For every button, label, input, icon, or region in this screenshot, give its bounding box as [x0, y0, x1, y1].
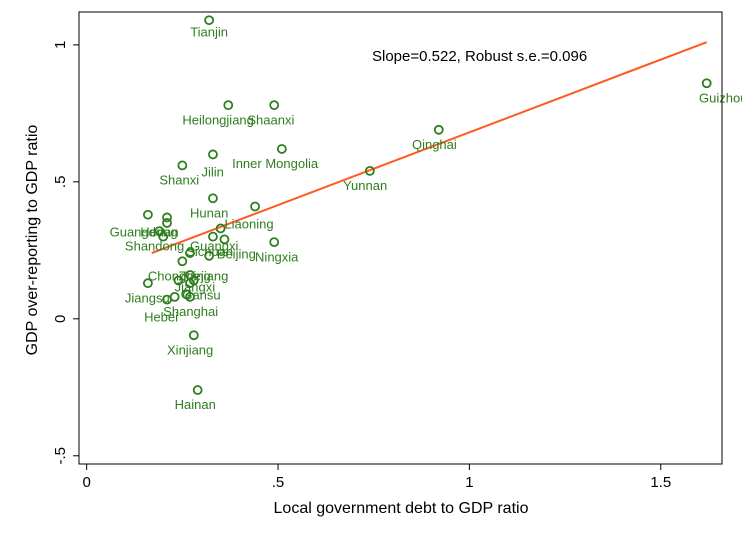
point-label: Liaoning: [224, 216, 273, 231]
point-label: Ningxia: [255, 249, 299, 264]
point-label: Guizhou: [699, 90, 742, 105]
point-label: Heilongjiang: [182, 112, 254, 127]
data-point: [276, 144, 287, 154]
y-tick-label: -.5: [52, 447, 69, 465]
x-tick-label: 1.5: [650, 474, 671, 491]
data-point: [162, 218, 172, 228]
point-label: Henan: [140, 225, 178, 240]
data-point: [208, 231, 218, 242]
data-point: [142, 278, 153, 289]
point-label: Yunnan: [343, 178, 387, 193]
data-point: [215, 223, 226, 234]
axes-group: 0 .5 1 1.5 -.5 0 .5 1: [52, 11, 723, 491]
point-label: Beijing: [217, 247, 256, 262]
data-point: [208, 149, 218, 160]
point-label: Hebei: [144, 310, 178, 325]
point-label: Guangxi: [190, 238, 239, 253]
data-point: [185, 248, 195, 258]
point-label: Tianjin: [190, 25, 228, 40]
y-tick-label: 0: [52, 315, 69, 323]
point-label: Inner Mongolia: [232, 156, 319, 171]
data-point: [192, 385, 203, 395]
point-label: Guangdong: [110, 225, 178, 240]
point-label: Zhejiang: [179, 268, 229, 283]
data-point: [185, 291, 195, 302]
point-label: Chongqing: [148, 268, 211, 283]
fit-line-group: [151, 41, 708, 255]
data-point: [701, 78, 712, 89]
point-label: Hainan: [175, 397, 216, 412]
data-point: [158, 231, 169, 242]
point-label: Shanghai: [163, 304, 218, 319]
y-tick-label: 1: [52, 41, 69, 49]
point-label: Hunan: [190, 205, 228, 220]
y-axis-title: GDP over-reporting to GDP ratio: [24, 125, 41, 356]
data-point: [223, 100, 234, 111]
point-label: Xinjiang: [167, 342, 213, 357]
x-tick-label: .5: [272, 474, 285, 491]
x-axis-title: Local government debt to GDP ratio: [274, 500, 529, 517]
data-point: [208, 193, 218, 204]
data-point: [250, 201, 260, 212]
point-label: Jilin: [201, 164, 223, 179]
data-point: [219, 234, 230, 245]
y-tick-label: .5: [52, 176, 69, 189]
point-label: Shandong: [125, 238, 184, 253]
data-point: [269, 100, 280, 111]
fit-line: [151, 41, 708, 255]
data-points-group: [142, 15, 712, 395]
data-point: [162, 212, 172, 223]
data-point: [204, 15, 215, 26]
data-point: [177, 256, 188, 267]
data-point: [185, 278, 195, 289]
point-label: Qinghai: [412, 137, 457, 152]
data-point: [162, 294, 172, 305]
point-label: Jiangsu: [125, 290, 170, 305]
point-label: Shanxi: [159, 173, 199, 188]
data-point: [433, 124, 444, 135]
slope-annotation: Slope=0.522, Robust s.e.=0.096: [372, 48, 587, 65]
point-label: Gansu: [182, 288, 220, 303]
data-point: [269, 237, 280, 248]
point-label: Sichuan: [186, 244, 233, 259]
point-label: Jiangxi: [175, 279, 216, 294]
x-tick-label: 1: [465, 474, 473, 491]
x-tick-label: 0: [82, 474, 90, 491]
point-label: Shaanxi: [247, 112, 294, 127]
data-point: [188, 330, 199, 341]
data-point: [177, 160, 188, 171]
data-point: [173, 275, 184, 286]
data-point: [142, 209, 153, 220]
data-point: [204, 250, 215, 261]
data-point: [364, 165, 375, 176]
plot-frame: [78, 11, 723, 465]
